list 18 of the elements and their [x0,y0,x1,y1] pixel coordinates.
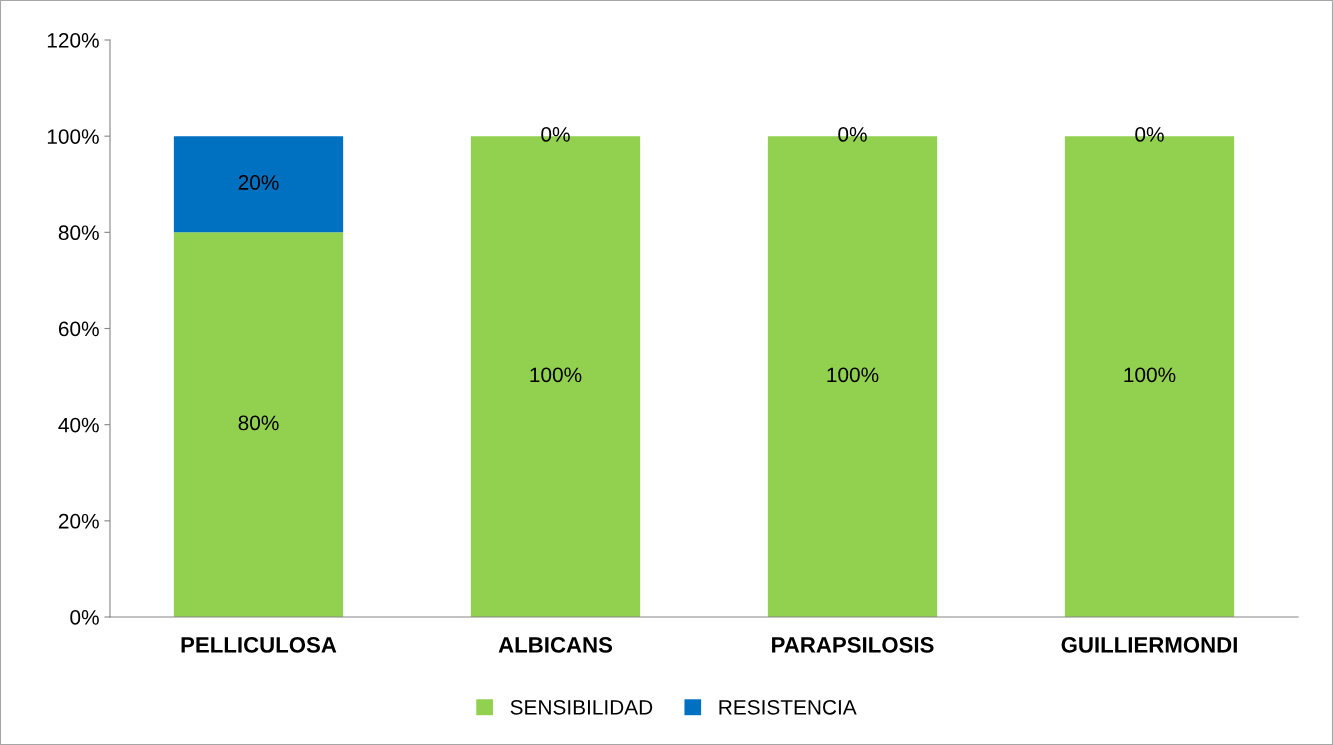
data-label: 100% [1124,367,1176,383]
legend-label: SENSIBILIDAD [510,699,653,715]
x-tick-label: GUILLIERMONDI [1061,637,1237,653]
y-tick-label: 0% [70,610,99,625]
x-tick-label: PARAPSILOSIS [772,637,934,653]
data-label: 80% [238,415,279,431]
data-label: 100% [530,367,582,383]
y-tick-label: 40% [58,417,99,433]
y-tick-label: 60% [58,321,99,337]
legend-label: RESISTENCIA [719,699,857,715]
x-tick-label: ALBICANS [498,637,613,653]
data-label: 100% [827,367,879,383]
x-tick-label: PELLICULOSA [181,637,337,653]
y-tick-label: 100% [47,129,99,144]
data-label: 20% [238,175,279,190]
y-tick-label: 80% [58,225,99,241]
y-tick-label: 20% [58,513,99,529]
y-tick-label: 120% [47,33,99,48]
